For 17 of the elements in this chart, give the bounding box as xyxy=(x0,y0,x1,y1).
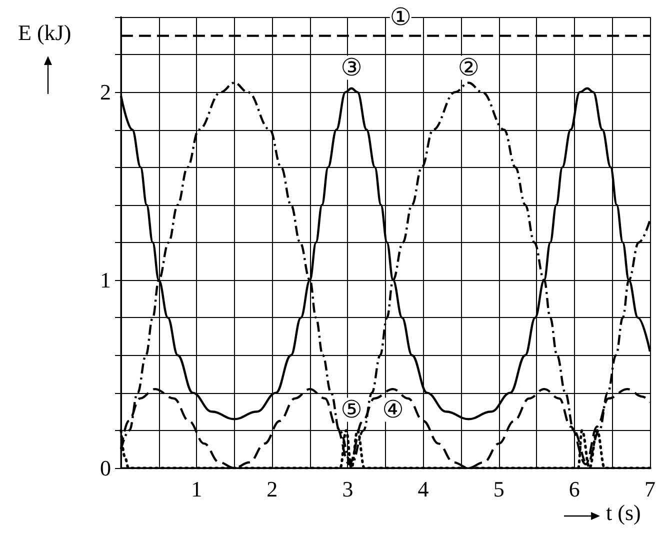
x-tick-label: 1 xyxy=(191,476,202,502)
y-tick-label: 0 xyxy=(100,456,111,480)
x-tick-label: 3 xyxy=(342,476,354,502)
x-tick-label: 7 xyxy=(644,476,656,502)
x-tick-label: 2 xyxy=(266,476,278,502)
annotation: ⑤ xyxy=(340,396,362,424)
y-tick-label: 1 xyxy=(100,268,111,293)
y-axis-title: E (kJ) xyxy=(18,20,72,46)
annotation: ④ xyxy=(382,396,404,424)
x-tick-label: 4 xyxy=(418,476,429,502)
y-tick-label: 2 xyxy=(100,80,111,105)
annotation: ③ xyxy=(340,54,362,82)
x-tick-label: 6 xyxy=(568,476,580,502)
x-axis-title: t (s) xyxy=(606,500,641,526)
annotation: ① xyxy=(390,3,412,31)
annotation: ② xyxy=(458,54,480,82)
x-tick-label: 5 xyxy=(493,476,504,502)
